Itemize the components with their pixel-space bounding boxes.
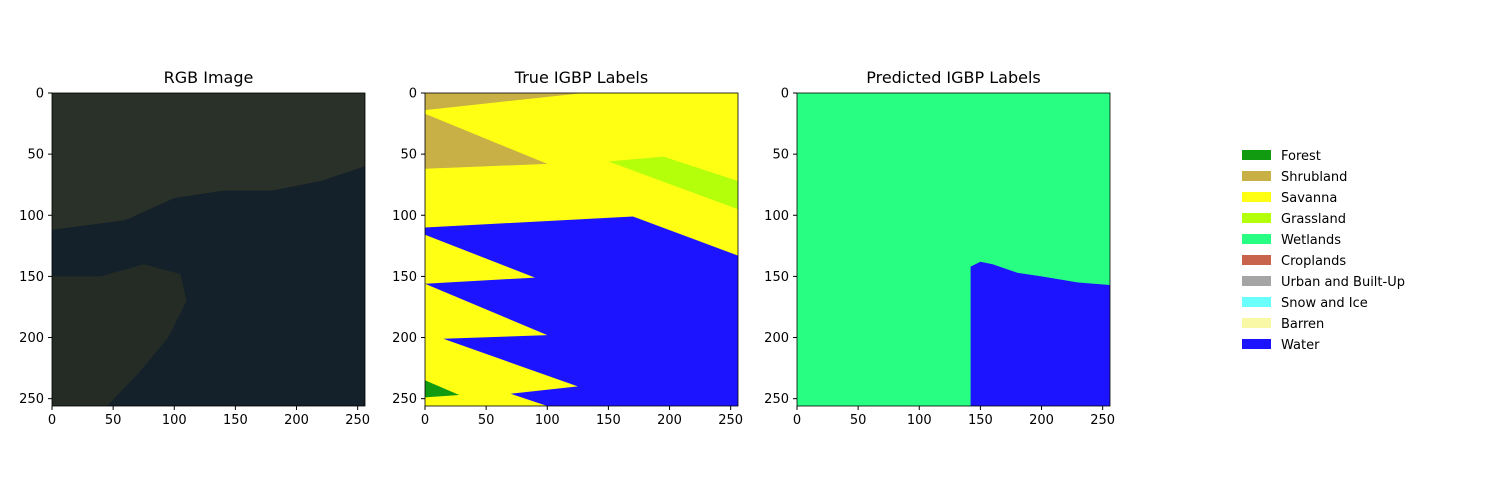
legend-label: Grassland — [1281, 212, 1346, 227]
region-shrubland — [425, 93, 584, 111]
y-tick-label: 100 — [19, 209, 44, 224]
legend-swatch — [1242, 255, 1271, 265]
region-water — [425, 216, 738, 406]
region-grassland — [608, 156, 738, 210]
legend-label: Savanna — [1281, 191, 1337, 206]
legend-label: Water — [1281, 338, 1320, 353]
x-tick-label: 150 — [596, 413, 621, 428]
x-tick-label: 150 — [223, 413, 248, 428]
y-tick-label: 200 — [392, 331, 417, 346]
legend-swatch — [1242, 234, 1271, 244]
x-tick-label: 200 — [1029, 413, 1054, 428]
x-tick-label: 50 — [105, 413, 122, 428]
legend-swatch — [1242, 297, 1271, 307]
legend-swatch — [1242, 150, 1271, 160]
y-tick-label: 100 — [392, 209, 417, 224]
legend-label: Wetlands — [1281, 233, 1341, 248]
x-tick-label: 0 — [48, 413, 56, 428]
x-tick-label: 250 — [1090, 413, 1115, 428]
y-tick-label: 0 — [781, 87, 789, 102]
legend-swatch — [1242, 213, 1271, 223]
y-tick-label: 0 — [409, 87, 417, 102]
x-tick-label: 0 — [421, 413, 429, 428]
y-tick-label: 200 — [764, 331, 789, 346]
x-tick-label: 200 — [284, 413, 309, 428]
axes-frame — [51, 92, 366, 407]
legend-swatch — [1242, 171, 1271, 181]
y-tick-label: 50 — [772, 148, 789, 163]
x-tick-label: 50 — [850, 413, 867, 428]
y-tick-label: 0 — [36, 87, 44, 102]
predicted-labels-panel: Predicted IGBP Labels 0 50 100 150 200 250 0 50… — [764, 68, 1115, 428]
region-water — [970, 261, 1110, 406]
y-tick-label: 200 — [19, 331, 44, 346]
legend-label: Urban and Built-Up — [1281, 275, 1405, 290]
rgb-image-panel: RGB Image 0 50 100 150 200 250 0 50 100 150 200 250 — [19, 68, 370, 428]
x-tick-label: 100 — [535, 413, 560, 428]
panel-title: Predicted IGBP Labels — [866, 68, 1041, 87]
y-tick-label: 150 — [764, 270, 789, 285]
y-tick-label: 100 — [764, 209, 789, 224]
y-tick-label: 250 — [764, 392, 789, 407]
y-tick-label: 250 — [19, 392, 44, 407]
panel-title: True IGBP Labels — [514, 68, 648, 87]
region-island — [52, 264, 187, 406]
panel-title: RGB Image — [164, 68, 254, 87]
y-tick-label: 250 — [392, 392, 417, 407]
axes-frame — [796, 92, 1111, 407]
legend-label: Croplands — [1281, 254, 1346, 269]
legend-swatch — [1242, 318, 1271, 328]
x-tick-label: 200 — [657, 413, 682, 428]
y-tick-label: 150 — [19, 270, 44, 285]
legend-label: Shrubland — [1281, 170, 1347, 185]
axes-frame — [424, 92, 739, 407]
x-tick-label: 150 — [968, 413, 993, 428]
x-tick-label: 250 — [718, 413, 743, 428]
y-tick-label: 50 — [27, 148, 44, 163]
x-tick-label: 250 — [345, 413, 370, 428]
x-tick-label: 100 — [907, 413, 932, 428]
legend: Forest Shrubland Savanna Grassland Wetlands C… — [1242, 149, 1405, 353]
y-tick-label: 50 — [400, 148, 417, 163]
x-tick-label: 100 — [162, 413, 187, 428]
y-tick-label: 150 — [392, 270, 417, 285]
legend-swatch — [1242, 339, 1271, 349]
legend-swatch — [1242, 276, 1271, 286]
legend-label: Forest — [1281, 149, 1321, 164]
region-shrubland — [425, 113, 548, 169]
legend-label: Barren — [1281, 317, 1324, 332]
x-tick-label: 50 — [478, 413, 495, 428]
x-tick-label: 0 — [793, 413, 801, 428]
legend-swatch — [1242, 192, 1271, 202]
region-forest — [425, 380, 460, 398]
true-labels-panel: True IGBP Labels 0 50 100 150 200 250 0 50 100 15… — [392, 68, 743, 428]
legend-label: Snow and Ice — [1281, 296, 1368, 311]
region-land — [52, 93, 365, 230]
